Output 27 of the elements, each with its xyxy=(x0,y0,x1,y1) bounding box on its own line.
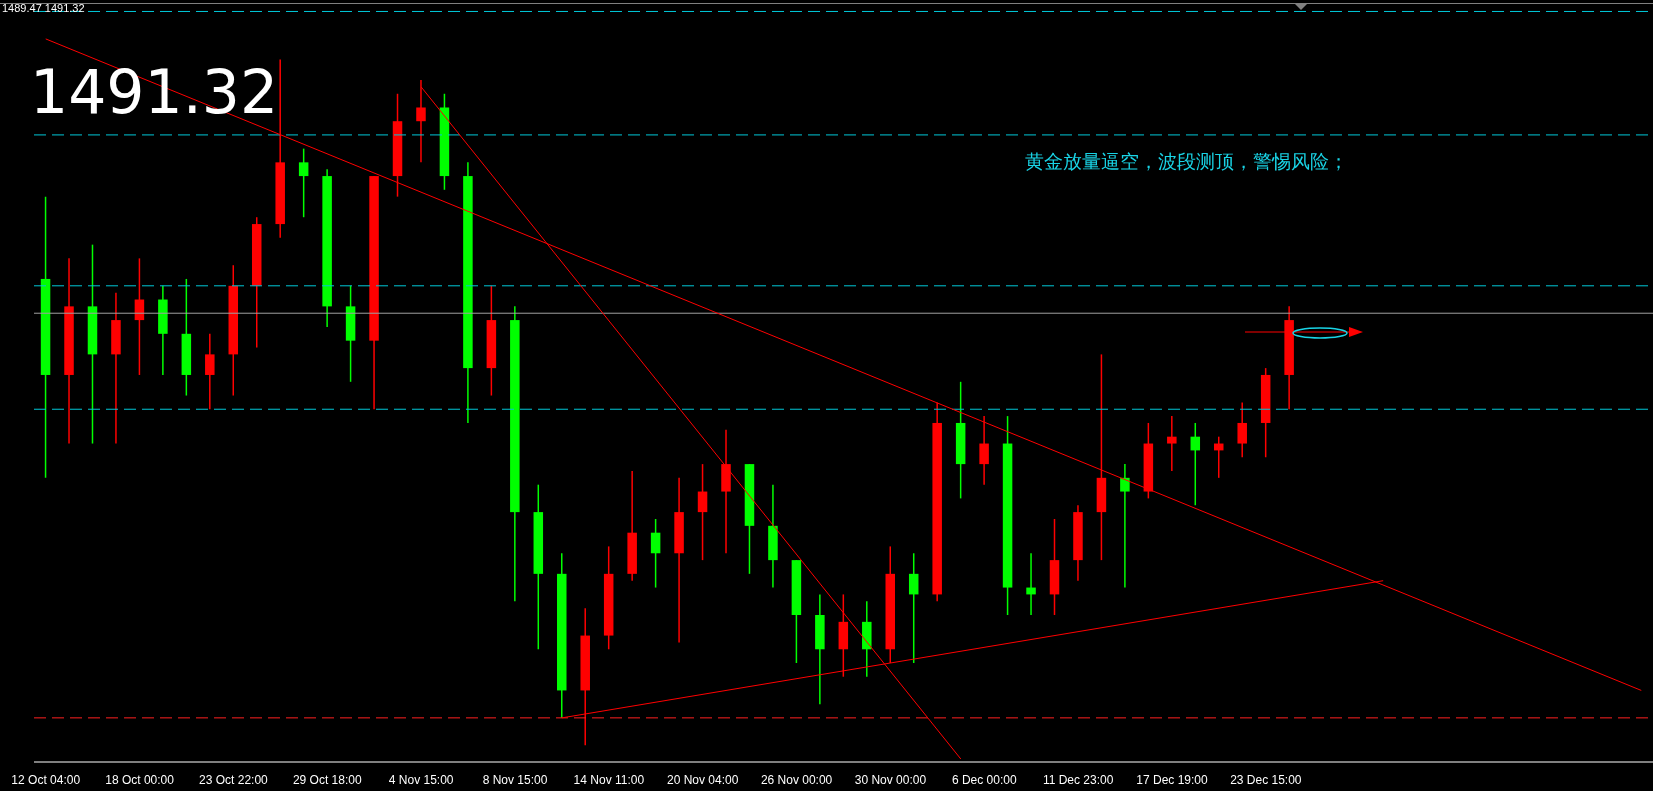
x-tick-label: 12 Oct 04:00 xyxy=(11,773,81,787)
x-tick-label: 11 Dec 23:00 xyxy=(1042,773,1114,787)
x-tick-label: 8 Nov 15:00 xyxy=(482,773,548,787)
x-tick-label: 23 Oct 22:00 xyxy=(199,773,269,787)
x-tick-label: 6 Dec 00:00 xyxy=(951,773,1017,787)
x-tick-label: 20 Nov 04:00 xyxy=(667,773,739,787)
annotation: 黄金放量逼空，波段测顶，警惕风险； xyxy=(1025,151,1348,172)
candlestick xyxy=(1120,463,1130,589)
x-tick-label: 26 Nov 00:00 xyxy=(760,773,833,787)
x-tick-label: 23 Dec 15:00 xyxy=(1230,773,1302,787)
x-tick-label: 4 Nov 15:00 xyxy=(388,773,454,787)
x-tick-label: 17 Dec 19:00 xyxy=(1136,773,1209,787)
x-tick-label: 14 Nov 11:00 xyxy=(573,773,645,787)
candlestick xyxy=(1190,422,1201,507)
text: 1489.47 1491.32 xyxy=(2,2,85,14)
candlestick xyxy=(1167,415,1177,472)
x-tick-label: 30 Nov 00:00 xyxy=(854,773,927,787)
candlestick xyxy=(650,518,661,589)
x-tick-label: 18 Oct 00:00 xyxy=(105,773,175,787)
candlestick xyxy=(1237,401,1247,458)
candlestick xyxy=(697,463,708,561)
candlestick xyxy=(1026,552,1036,616)
x-tick-label: 29 Oct 18:00 xyxy=(292,773,362,787)
candlestick xyxy=(205,333,215,410)
candlestick xyxy=(908,552,919,664)
candlestick xyxy=(979,415,989,486)
candlestick xyxy=(298,147,309,218)
